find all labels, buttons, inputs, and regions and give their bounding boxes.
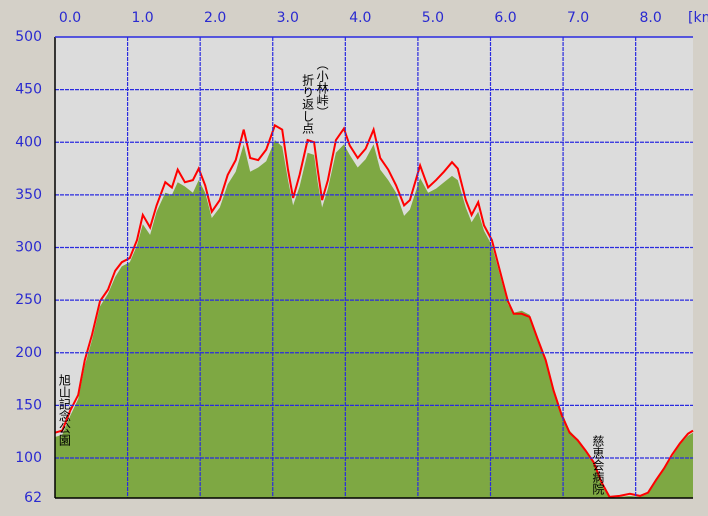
x-tick-label: 8.0: [640, 10, 662, 26]
annotation: 折り返し点: [301, 72, 315, 133]
x-tick-label: 1.0: [131, 10, 153, 26]
elevation-line: [54, 123, 694, 498]
annotation: 旭山記念公園: [57, 373, 71, 445]
y-tick-label: 100: [15, 450, 42, 466]
x-tick-label: 3.0: [277, 10, 299, 26]
y-tick-label: 200: [15, 345, 42, 361]
x-tick-label: 0.0: [59, 10, 81, 26]
annotation: 慈恵会病院: [591, 433, 605, 494]
y-tick-label: 150: [15, 397, 42, 413]
x-tick-label: 5.0: [422, 10, 444, 26]
y-tick-label: 250: [15, 292, 42, 308]
y-tick-label: 500: [15, 29, 42, 45]
x-tick-label: 2.0: [204, 10, 226, 26]
y-tick-label: 62: [24, 490, 42, 506]
x-tick-label: 6.0: [494, 10, 516, 26]
y-tick-label: 350: [15, 187, 42, 203]
x-tick-label: 7.0: [567, 10, 589, 26]
y-tick-label: 450: [15, 82, 42, 98]
x-tick-label: 4.0: [349, 10, 371, 26]
y-tick-label: 400: [15, 134, 42, 150]
elevation-area: [55, 140, 693, 498]
annotation: （小林峠）: [315, 58, 329, 118]
x-axis-label: [km]: [688, 10, 708, 26]
y-tick-label: 300: [15, 240, 42, 256]
